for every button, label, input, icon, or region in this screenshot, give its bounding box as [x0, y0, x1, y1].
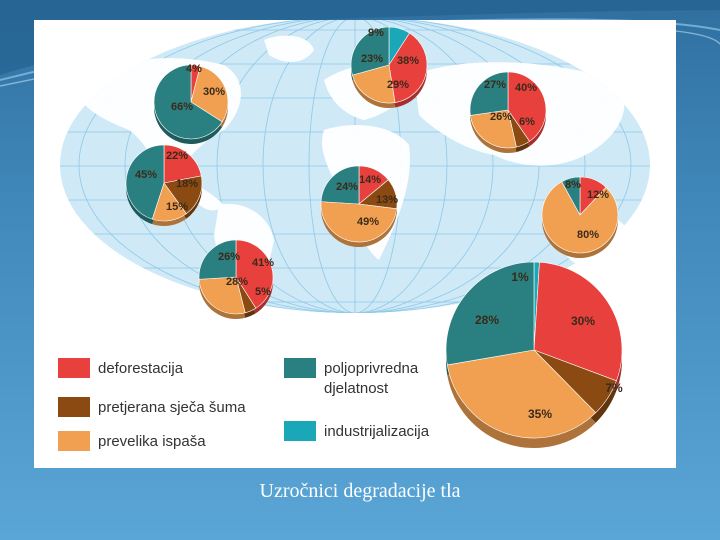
legend-swatch	[58, 431, 90, 451]
pie-label: 4%	[186, 63, 202, 75]
pie-label: 13%	[376, 194, 398, 206]
pie-slice-deforestacija	[163, 144, 202, 184]
pie-asia: 40% 6% 26% 27%	[469, 71, 547, 153]
pie-label: 15%	[166, 201, 188, 213]
legend-swatch	[284, 358, 316, 378]
pie-label: 35%	[528, 407, 552, 421]
pie-europe: 9% 38% 23% 29%	[350, 26, 428, 108]
pie-label: 6%	[519, 116, 535, 128]
pie-label: 27%	[484, 79, 506, 91]
pie-slice-prevelika_ispasa	[470, 109, 517, 149]
pie-label: 7%	[605, 381, 623, 395]
pie-label: 23%	[361, 53, 383, 65]
pie-label: 40%	[515, 82, 537, 94]
pie-slice-prevelika_ispasa	[541, 181, 619, 254]
pie-slice-prevelika_ispasa	[198, 276, 246, 315]
pie-label: 49%	[357, 216, 379, 228]
pie-australia: 12% 80% 8%	[541, 176, 619, 258]
pie-slice-poljoprivreda	[445, 261, 535, 366]
pie-label: 66%	[171, 101, 193, 113]
pie-label: 18%	[176, 178, 198, 190]
slide-caption: Uzročnici degradacije tla	[259, 480, 461, 502]
pie-slice-deforestacija	[533, 261, 623, 382]
pie-label: 28%	[226, 276, 248, 288]
legend-label: djelatnost	[324, 380, 389, 397]
pie-slice-deforestacija	[388, 32, 428, 103]
pie-slice-poljoprivreda	[125, 144, 165, 220]
pie-south-america: 41% 5% 28% 26%	[198, 239, 274, 320]
pie-world: 1% 30% 7% 35% 28%	[445, 261, 623, 448]
legend-swatch	[284, 421, 316, 441]
pie-slice-poljoprivreda	[198, 239, 237, 280]
pie-label: 8%	[565, 179, 581, 191]
pie-label: 22%	[166, 150, 188, 162]
pie-label: 45%	[135, 169, 157, 181]
pie-slice-poljoprivreda	[350, 26, 390, 76]
figure-panel: 9% 38% 23% 29% 4% 30% 66% 22% 18% 15% 45% 41% 5% 28% 2…	[34, 17, 676, 468]
pie-slice-poljoprivreda	[561, 176, 581, 216]
pie-slice-prevelika_ispasa	[446, 349, 597, 439]
legend-item-pretjerana_sjeca: pretjerana sječa šuma	[58, 397, 246, 417]
legend-item-industrijalizacija: industrijalizacija	[284, 421, 430, 441]
legend-label: industrijalizacija	[324, 423, 430, 440]
pie-label: 38%	[397, 55, 419, 67]
legend-item-poljoprivreda: poljoprivredna djelatnost	[284, 358, 419, 397]
pie-label: 80%	[577, 229, 599, 241]
pie-label: 30%	[203, 86, 225, 98]
pie-slice-prevelika_ispasa	[352, 64, 396, 104]
pie-label: 24%	[336, 181, 358, 193]
legend-item-deforestacija: deforestacija	[58, 358, 184, 378]
legend-swatch	[58, 358, 90, 378]
pie-slice-deforestacija	[507, 71, 547, 142]
legend-item-prevelika_ispasa: prevelika ispaša	[58, 431, 206, 451]
legend-label: prevelika ispaša	[98, 433, 206, 450]
pie-slice-prevelika_ispasa	[320, 201, 398, 243]
pie-label: 12%	[587, 189, 609, 201]
pie-slice-prevelika_ispasa	[190, 65, 229, 123]
pie-slice-poljoprivreda	[320, 165, 360, 205]
pie-label: 41%	[252, 257, 274, 269]
pie-charts: 9%38%23%29%4%30%66%22%18%15%45%41%5%28%2…	[125, 26, 623, 448]
legend-label: poljoprivredna	[324, 360, 419, 377]
pie-label: 1%	[511, 270, 529, 284]
pie-north-america: 4%30% 66%	[153, 63, 229, 144]
world-map-chart: 9%38%23%29%4%30%66%22%18%15%45%41%5%28%2…	[58, 17, 650, 451]
pie-label: 5%	[255, 286, 271, 298]
pie-label: 28%	[475, 313, 499, 327]
pie-slice-poljoprivreda	[469, 71, 509, 116]
pie-label: 29%	[387, 79, 409, 91]
pie-slice-poljoprivreda	[153, 64, 223, 140]
pie-label: 14%	[359, 174, 381, 186]
legend-label: pretjerana sječa šuma	[98, 399, 246, 416]
pie-label: 9%	[368, 27, 384, 39]
pie-label: 26%	[490, 111, 512, 123]
pie-label: 26%	[218, 251, 240, 263]
legend: deforestacija pretjerana sječa šuma prevel…	[58, 358, 430, 451]
legend-label: deforestacija	[98, 360, 184, 377]
pie-central-america: 22% 18% 15% 45%	[125, 144, 203, 226]
pie-africa: 14% 13% 49% 24%	[320, 165, 398, 247]
pie-slice-pretjerana_sjeca	[163, 175, 203, 215]
legend-swatch	[58, 397, 90, 417]
pie-label: 30%	[571, 314, 595, 328]
